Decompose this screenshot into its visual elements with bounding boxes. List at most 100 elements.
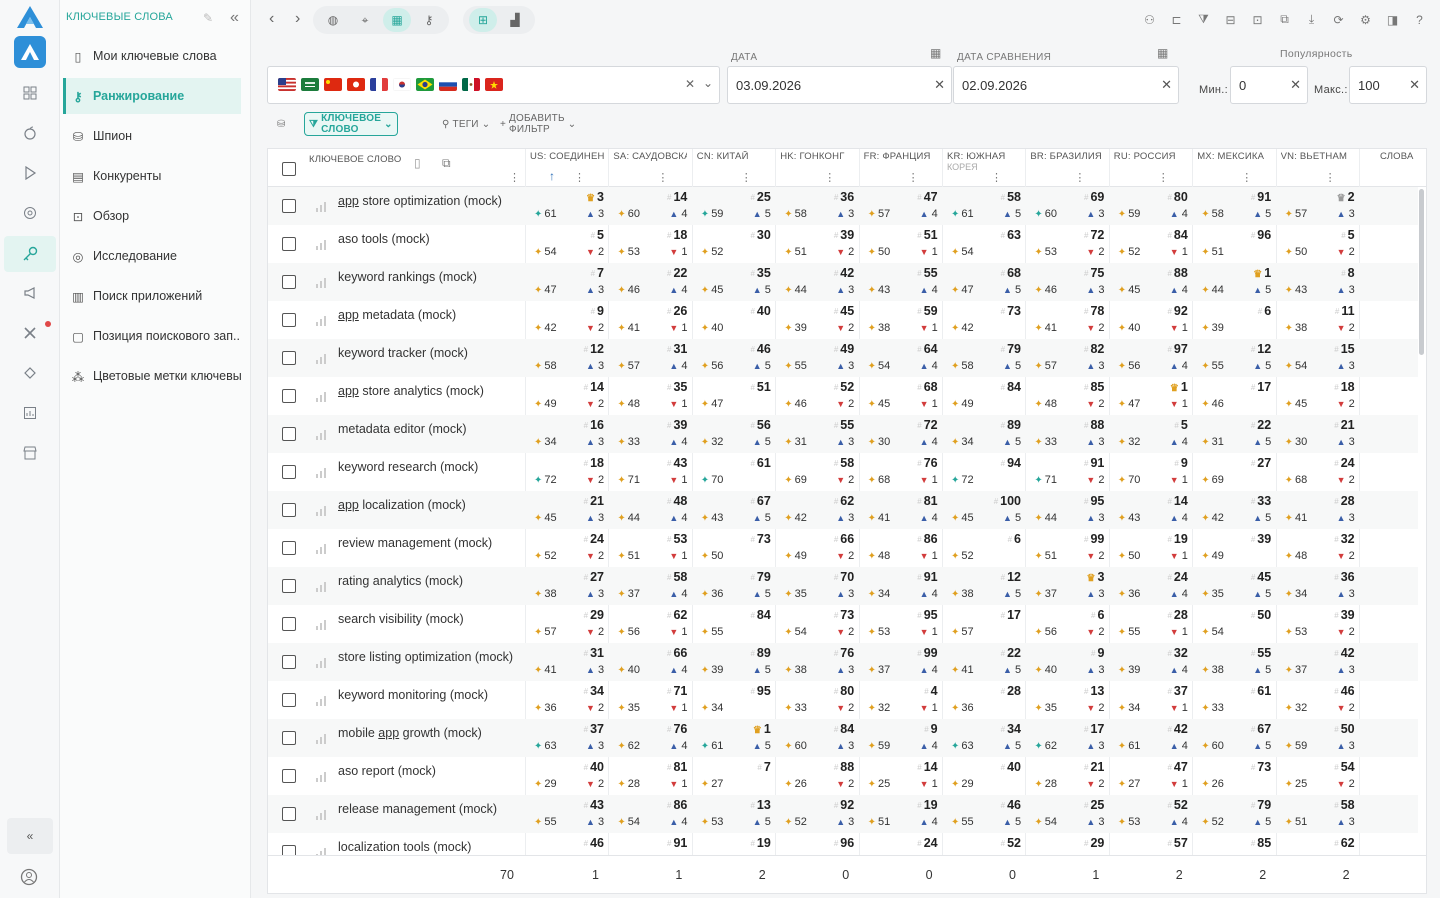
table-row[interactable]: aso tools (mock) #5 ✦ 54 ▼ 2 #18 ✦ 53 ▼ 1 #30 ✦ 52 #… bbox=[268, 225, 1418, 263]
country-column-header[interactable]: KR: ЮЖНАЯ bbox=[947, 151, 1006, 162]
table-row[interactable]: rating analytics (mock) #27 ✦ 38 ▲ 3 #58 ✦ 37 ▲ … bbox=[268, 567, 1418, 605]
keyword-text[interactable]: app localization (mock) bbox=[338, 498, 466, 512]
keyword-text[interactable]: store listing optimization (mock) bbox=[338, 650, 514, 664]
edit-icon[interactable]: ✎ bbox=[203, 11, 214, 25]
table-row[interactable]: keyword tracker (mock) #12 ✦ 58 ▲ 3 #31 ✦ 57 ▲ 4… bbox=[268, 339, 1418, 377]
column-menu-icon[interactable]: ⋮ bbox=[509, 172, 520, 184]
clear-max-icon[interactable]: ✕ bbox=[1409, 77, 1420, 92]
clear-date-icon[interactable]: ✕ bbox=[934, 77, 945, 92]
sidebar-item-competitors[interactable]: ▤ Конкуренты bbox=[63, 158, 241, 194]
compare-date-field[interactable]: 02.09.2026 ✕ bbox=[953, 66, 1179, 104]
table-row[interactable]: app metadata (mock) #9 ✦ 42 ▼ 2 #26 ✦ 41 ▼ 1 #40 ✦… bbox=[268, 301, 1418, 339]
column-menu-icon[interactable]: ⋮ bbox=[657, 172, 669, 184]
car-icon[interactable]: ⊏ bbox=[1171, 12, 1182, 27]
app-icon[interactable] bbox=[14, 36, 46, 68]
row-checkbox[interactable] bbox=[282, 389, 296, 403]
chevron-down-icon[interactable]: ⌄ bbox=[702, 76, 713, 90]
row-checkbox[interactable] bbox=[282, 731, 296, 745]
keyword-text[interactable]: localization tools (mock) bbox=[338, 840, 472, 854]
row-checkbox[interactable] bbox=[282, 237, 296, 251]
row-checkbox[interactable] bbox=[282, 351, 296, 365]
row-checkbox[interactable] bbox=[282, 275, 296, 289]
report-icon[interactable] bbox=[18, 401, 42, 425]
sidebar-item-research[interactable]: ◎ Исследование bbox=[63, 238, 241, 274]
keyword-text[interactable]: keyword monitoring (mock) bbox=[338, 688, 489, 702]
back-icon[interactable]: ‹ bbox=[269, 10, 275, 27]
keyword-filter-chip[interactable]: ⧩ КЛЮЧЕВОЕ СЛОВО ⌄ bbox=[304, 112, 398, 136]
copy-icon[interactable]: ⧉ bbox=[1280, 12, 1289, 26]
keyword-text[interactable]: app store analytics (mock) bbox=[338, 384, 484, 398]
table-row[interactable]: app store optimization (mock) ♛ 3 ✦ 61 ▲ 3 #14… bbox=[268, 187, 1418, 225]
clear-countries-icon[interactable]: ✕ bbox=[684, 77, 695, 91]
country-column-header[interactable]: HK: ГОНКОНГ bbox=[780, 151, 845, 162]
date-field[interactable]: 03.09.2026 ✕ bbox=[727, 66, 952, 104]
share-icon[interactable]: ⚇ bbox=[1144, 12, 1155, 27]
help-icon[interactable]: ? bbox=[1416, 12, 1423, 27]
country-column-header[interactable]: MX: МЕКСИКА bbox=[1197, 151, 1265, 162]
row-checkbox[interactable] bbox=[282, 807, 296, 821]
keyword-text[interactable]: release management (mock) bbox=[338, 802, 498, 816]
table-row[interactable]: app store analytics (mock) #14 ✦ 49 ▼ 2 #35 ✦ 4… bbox=[268, 377, 1418, 415]
sidebar-item-my-keywords[interactable]: ▯ Мои ключевые слова bbox=[63, 38, 241, 74]
location-icon[interactable]: ⌖ bbox=[361, 12, 369, 27]
keyword-text[interactable]: aso tools (mock) bbox=[338, 232, 430, 246]
globe-icon[interactable]: ◍ bbox=[327, 13, 339, 27]
store-icon[interactable] bbox=[18, 441, 42, 465]
country-column-header[interactable]: FR: ФРАНЦИЯ bbox=[863, 151, 931, 162]
keyword-text[interactable]: aso report (mock) bbox=[338, 764, 436, 778]
keyword-text[interactable]: keyword rankings (mock) bbox=[338, 270, 477, 284]
download-icon[interactable]: ⤓ bbox=[1308, 12, 1315, 26]
table-row[interactable]: review management (mock) #24 ✦ 52 ▼ 2 #53 ✦ 51 ▼… bbox=[268, 529, 1418, 567]
collapse-sidebar-icon[interactable]: « bbox=[230, 9, 239, 26]
sort-ascending-icon[interactable]: ↑ bbox=[549, 169, 555, 183]
calendar-icon[interactable]: ▦ bbox=[383, 8, 411, 32]
filter-icon[interactable]: ⧩ bbox=[1198, 12, 1209, 26]
add-filter-button[interactable]: + ДОБАВИТЬ ФИЛЬТР ⌄ bbox=[500, 112, 576, 136]
column-menu-icon[interactable]: ⋮ bbox=[1324, 172, 1336, 184]
database-icon[interactable]: ⊟ bbox=[1225, 12, 1236, 27]
clear-min-icon[interactable]: ✕ bbox=[1290, 77, 1301, 92]
table-settings-icon[interactable]: ⛁ bbox=[277, 118, 286, 130]
column-menu-icon[interactable]: ⋮ bbox=[574, 172, 585, 184]
calendar-icon[interactable]: ▦ bbox=[930, 46, 942, 60]
refresh-icon[interactable]: ⟳ bbox=[1333, 12, 1344, 27]
table-icon[interactable]: ⊞ bbox=[469, 8, 497, 32]
target-icon[interactable] bbox=[18, 201, 42, 225]
table-row[interactable]: aso report (mock) #40 ✦ 29 ▼ 2 #81 ✦ 28 ▼ 1 #7 ✦ 27… bbox=[268, 757, 1418, 795]
country-column-header[interactable]: RU: РОССИЯ bbox=[1113, 151, 1176, 162]
row-checkbox[interactable] bbox=[282, 579, 296, 593]
clear-compare-date-icon[interactable]: ✕ bbox=[1161, 77, 1172, 92]
column-menu-icon[interactable]: ⋮ bbox=[1074, 172, 1086, 184]
column-menu-icon[interactable]: ⋮ bbox=[824, 172, 836, 184]
keyword-text[interactable]: keyword research (mock) bbox=[338, 460, 479, 474]
country-column-header[interactable]: BR: БРАЗИЛИЯ bbox=[1030, 151, 1102, 162]
keyword-text[interactable]: search visibility (mock) bbox=[338, 612, 464, 626]
select-all-checkbox[interactable] bbox=[282, 162, 296, 176]
table-row[interactable]: localization tools (mock) #46 #91 #19 #96 #24… bbox=[268, 833, 1418, 871]
play-icon[interactable] bbox=[18, 161, 42, 185]
user-icon[interactable] bbox=[20, 868, 38, 889]
max-popularity-input[interactable]: 100 ✕ bbox=[1349, 66, 1427, 104]
copy-icon[interactable]: ⧉ bbox=[442, 156, 451, 170]
row-checkbox[interactable] bbox=[282, 465, 296, 479]
sidebar-item-spy[interactable]: ⛁ Шпион bbox=[63, 118, 241, 154]
collapse-rail-button[interactable]: « bbox=[7, 818, 53, 854]
table-row[interactable]: metadata editor (mock) #16 ✦ 34 ▲ 3 #39 ✦ 33 ▲ 4… bbox=[268, 415, 1418, 453]
key-icon[interactable]: ⚷ bbox=[424, 13, 434, 27]
column-menu-icon[interactable]: ⋮ bbox=[1241, 172, 1253, 184]
row-checkbox[interactable] bbox=[282, 541, 296, 555]
table-row[interactable]: keyword rankings (mock) #7 ✦ 47 ▲ 3 #22 ✦ 46 ▲ 4… bbox=[268, 263, 1418, 301]
bookmark-icon[interactable]: ▯ bbox=[414, 156, 421, 170]
forward-icon[interactable]: › bbox=[295, 10, 301, 27]
row-checkbox[interactable] bbox=[282, 655, 296, 669]
calendar-icon[interactable]: ▦ bbox=[1157, 46, 1169, 60]
row-checkbox[interactable] bbox=[282, 617, 296, 631]
keyword-text[interactable]: review management (mock) bbox=[338, 536, 493, 550]
column-menu-icon[interactable]: ⋮ bbox=[907, 172, 919, 184]
row-checkbox[interactable] bbox=[282, 769, 296, 783]
tools-icon[interactable] bbox=[18, 321, 42, 345]
table-row[interactable]: keyword monitoring (mock) #34 ✦ 36 ▼ 2 #71 ✦ 35… bbox=[268, 681, 1418, 719]
sidebar-item-app-search[interactable]: ▥ Поиск приложений bbox=[63, 278, 241, 314]
tags-filter-chip[interactable]: ⚲ ТЕГИ ⌄ bbox=[442, 112, 490, 136]
table-row[interactable]: keyword research (mock) #18 ✦ 72 ▼ 2 #43 ✦ 71 ▼ … bbox=[268, 453, 1418, 491]
